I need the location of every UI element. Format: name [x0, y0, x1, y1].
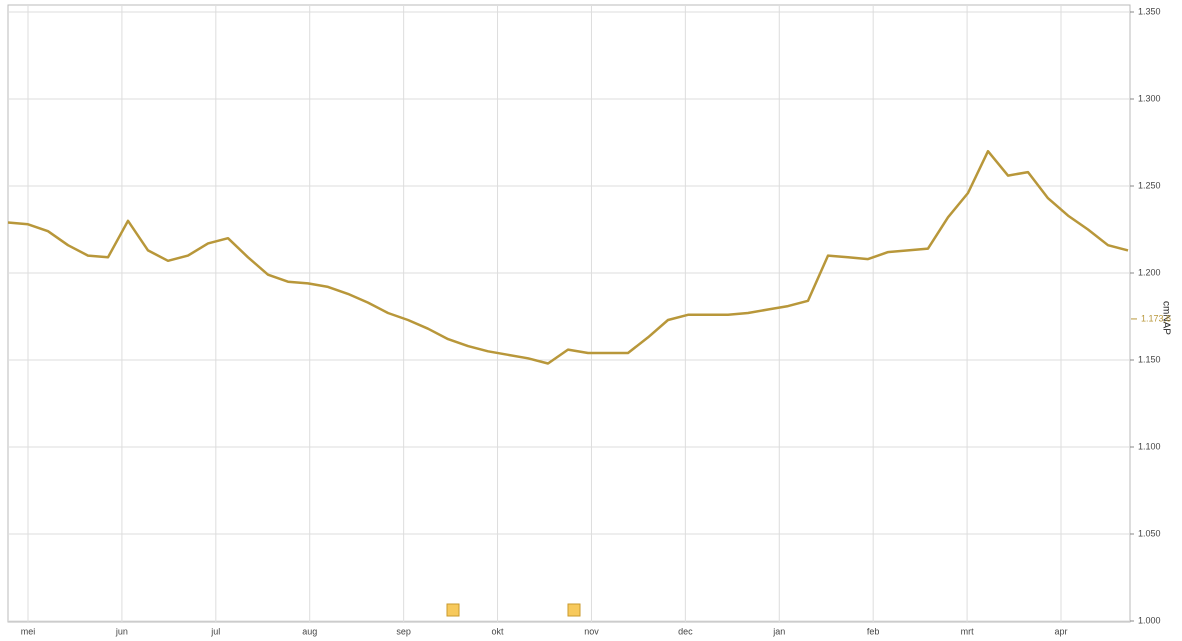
y-tick-label: 1.100	[1138, 441, 1161, 451]
y-tick-label: 1.300	[1138, 93, 1161, 103]
x-tick-label: feb	[867, 626, 880, 636]
event-marker[interactable]	[567, 603, 581, 617]
x-tick-label: mei	[21, 626, 36, 636]
x-tick-label: dec	[678, 626, 693, 636]
y-axis-label: cmNAP	[1160, 301, 1171, 335]
current-value-label: 1.173,6	[1141, 313, 1171, 323]
x-tick-label: apr	[1054, 626, 1067, 636]
y-tick-label: 1.200	[1138, 267, 1161, 277]
x-tick-label: mrt	[961, 626, 974, 636]
x-tick-label: nov	[584, 626, 599, 636]
x-tick-label: aug	[302, 626, 317, 636]
x-tick-label: jun	[115, 626, 128, 636]
y-tick-label: 1.000	[1138, 615, 1161, 625]
data-line	[7, 149, 1129, 365]
y-tick-label: 1.050	[1138, 528, 1161, 538]
plot-frame	[7, 4, 1131, 623]
x-tick-label: okt	[492, 626, 505, 636]
x-tick-label: jan	[772, 626, 785, 636]
x-tick-label: jul	[210, 626, 220, 636]
y-tick-label: 1.350	[1138, 6, 1161, 16]
x-tick-label: sep	[396, 626, 411, 636]
y-tick-label: 1.250	[1138, 180, 1161, 190]
event-marker[interactable]	[446, 603, 460, 617]
y-tick-label: 1.150	[1138, 354, 1161, 364]
